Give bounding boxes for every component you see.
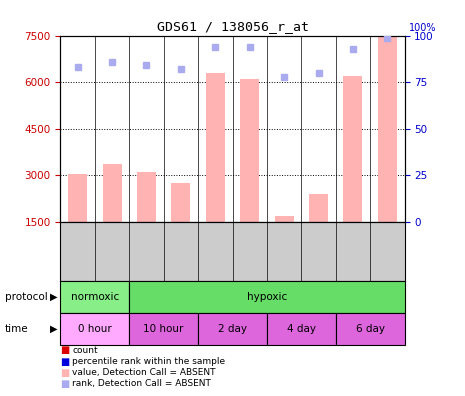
Text: ■: ■ xyxy=(60,356,70,367)
Text: 10 hour: 10 hour xyxy=(144,324,184,334)
Text: 0 hour: 0 hour xyxy=(78,324,112,334)
Text: percentile rank within the sample: percentile rank within the sample xyxy=(72,357,225,366)
Text: normoxic: normoxic xyxy=(71,292,119,302)
Bar xyxy=(103,164,121,222)
Bar xyxy=(68,174,87,222)
Bar xyxy=(60,281,129,313)
Text: 2 day: 2 day xyxy=(218,324,247,334)
Text: time: time xyxy=(5,324,28,334)
Text: protocol: protocol xyxy=(5,292,47,302)
Text: 100%: 100% xyxy=(409,23,436,33)
Text: count: count xyxy=(72,346,98,355)
Text: ▶: ▶ xyxy=(50,292,57,302)
Bar xyxy=(240,79,259,222)
Text: ▶: ▶ xyxy=(50,324,57,334)
Text: rank, Detection Call = ABSENT: rank, Detection Call = ABSENT xyxy=(72,379,211,388)
Text: ■: ■ xyxy=(60,379,70,389)
Text: value, Detection Call = ABSENT: value, Detection Call = ABSENT xyxy=(72,368,216,377)
Text: ■: ■ xyxy=(60,367,70,378)
Bar xyxy=(60,313,129,345)
Bar xyxy=(378,36,397,222)
Bar xyxy=(137,172,156,222)
Bar xyxy=(336,313,405,345)
Title: GDS61 / 138056_r_at: GDS61 / 138056_r_at xyxy=(157,20,308,33)
Bar xyxy=(129,313,198,345)
Bar xyxy=(344,76,362,222)
Bar xyxy=(172,183,190,222)
Bar xyxy=(129,281,405,313)
Bar xyxy=(206,73,225,222)
Bar xyxy=(267,313,336,345)
Bar xyxy=(275,215,293,222)
Text: 6 day: 6 day xyxy=(356,324,385,334)
Text: ■: ■ xyxy=(60,345,70,356)
Bar xyxy=(198,313,267,345)
Bar xyxy=(309,194,328,222)
Text: hypoxic: hypoxic xyxy=(247,292,287,302)
Text: 4 day: 4 day xyxy=(287,324,316,334)
